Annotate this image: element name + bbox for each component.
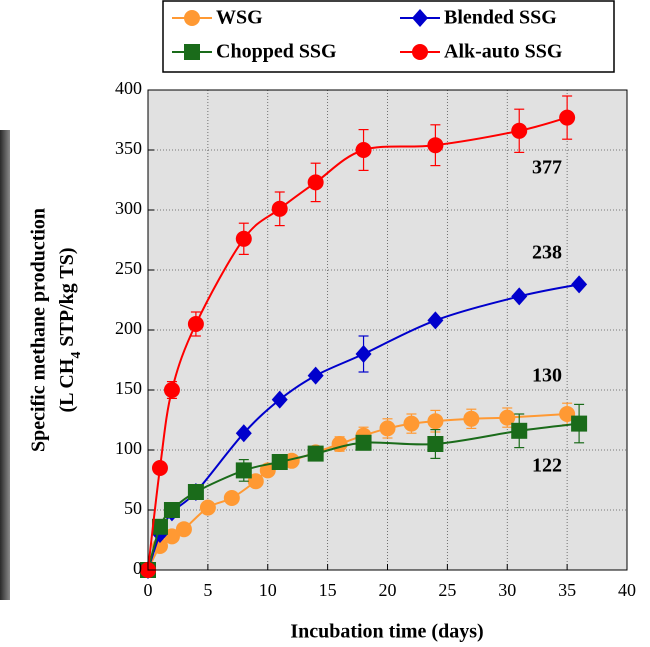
y-tick-label: 400 [115, 78, 142, 98]
legend-item: Chopped SSG [172, 41, 337, 63]
marker [271, 200, 288, 217]
marker [163, 502, 180, 518]
marker [412, 44, 428, 60]
marker [307, 174, 324, 191]
legend-box [162, 0, 615, 73]
legend: WSG Blended SSG Chopped SSG Alk-auto SSG [172, 7, 563, 63]
annotation: 238 [532, 242, 562, 264]
plot-frame [147, 89, 628, 571]
marker [427, 311, 444, 330]
annotation: 122 [532, 455, 562, 477]
marker [307, 366, 324, 385]
marker [271, 390, 288, 409]
marker [163, 382, 180, 398]
marker [379, 420, 396, 437]
marker [427, 436, 444, 452]
y-tick-label: 50 [124, 498, 142, 518]
x-axis-label: Incubation time (days) [290, 621, 483, 643]
y-label-part: (L CH [56, 358, 78, 412]
marker [355, 142, 372, 158]
marker [511, 422, 528, 439]
marker [271, 454, 288, 470]
marker [199, 499, 216, 516]
x-tick-label: 25 [438, 580, 456, 600]
marker [355, 345, 372, 363]
x-tick-label: 20 [379, 580, 397, 600]
marker [355, 434, 372, 451]
legend-label: Chopped SSG [216, 41, 337, 63]
x-tick-label: 15 [319, 580, 337, 600]
y-tick-label: 200 [115, 318, 142, 338]
marker [151, 518, 168, 535]
y-tick-label: 300 [115, 198, 142, 218]
y-tick-label: 350 [115, 138, 142, 158]
marker [235, 462, 252, 479]
x-tick-label: 10 [259, 580, 277, 600]
marker [571, 275, 588, 294]
marker [511, 122, 528, 139]
marker [184, 10, 200, 26]
annotation: 377 [532, 157, 562, 179]
marker [187, 316, 204, 332]
y-axis-label-line2: (L CH4 STP/kg TS) [56, 247, 85, 412]
y-tick-label: 250 [115, 258, 142, 278]
y-tick-label: 0 [133, 558, 142, 578]
y-label-part: STP/kg TS) [56, 247, 78, 351]
marker [511, 287, 528, 306]
y-tick-label: 100 [115, 438, 142, 458]
marker [223, 490, 240, 506]
marker [187, 484, 204, 500]
series [140, 95, 576, 578]
y-label-subscript: 4 [69, 352, 84, 359]
legend-item: Blended SSG [400, 7, 557, 29]
legend-label: Blended SSG [444, 7, 557, 29]
x-tick-label: 35 [558, 580, 576, 600]
legend-label: Alk-auto SSG [444, 41, 563, 63]
marker [463, 410, 480, 427]
x-tick-label: 5 [203, 580, 212, 600]
marker [175, 521, 192, 538]
marker [184, 44, 200, 60]
y-tick-label: 150 [115, 378, 142, 398]
annotation: 130 [532, 365, 562, 387]
marker [412, 9, 428, 27]
legend-item: Alk-auto SSG [400, 41, 563, 63]
marker [151, 460, 168, 476]
marker [307, 445, 324, 462]
marker [559, 109, 576, 126]
marker [499, 409, 516, 426]
marker [403, 415, 420, 432]
marker [571, 415, 588, 432]
marker [235, 424, 252, 443]
x-tick-label: 30 [498, 580, 516, 600]
x-tick-label: 40 [618, 580, 636, 600]
marker [427, 137, 444, 154]
photo-edge [0, 130, 10, 600]
y-axis-label-line1: Specific methane production [28, 208, 50, 452]
marker [235, 230, 252, 247]
y-axis-label: Specific methane production (L CH4 STP/k… [28, 208, 85, 452]
marker [427, 413, 444, 430]
legend-item: WSG [172, 7, 263, 29]
legend-label: WSG [216, 7, 263, 29]
x-tick-label: 0 [144, 580, 153, 600]
